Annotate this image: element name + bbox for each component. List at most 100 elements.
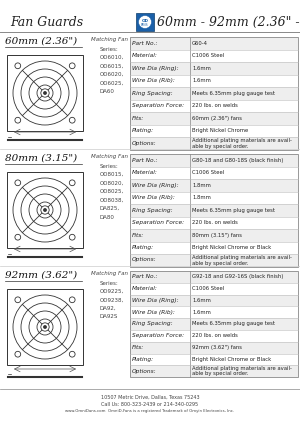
Circle shape — [15, 351, 21, 357]
Text: G92-18 and G92-16S (black finish): G92-18 and G92-16S (black finish) — [192, 274, 284, 279]
Bar — [130, 154, 298, 167]
Bar — [130, 87, 298, 99]
Text: Meets 6.35mm plug gauge test: Meets 6.35mm plug gauge test — [192, 321, 275, 326]
Text: DA80: DA80 — [100, 215, 115, 219]
Text: Separation Force:: Separation Force: — [132, 220, 184, 225]
Text: OD9238,: OD9238, — [100, 298, 124, 303]
Text: 220 lbs. on welds: 220 lbs. on welds — [192, 220, 238, 225]
Text: Series:: Series: — [100, 281, 119, 286]
Text: 1.6mm: 1.6mm — [192, 309, 211, 314]
Text: OD6020,: OD6020, — [100, 72, 124, 77]
Bar — [130, 366, 298, 377]
Text: Bright Nickel Chrome or Black: Bright Nickel Chrome or Black — [192, 245, 271, 250]
Text: 60mm - 92mm (2.36" - 3.62"): 60mm - 92mm (2.36" - 3.62") — [157, 15, 300, 28]
Text: Plating:: Plating: — [132, 245, 154, 250]
Text: OD: OD — [142, 19, 148, 23]
Text: Bright Nickel Chrome: Bright Nickel Chrome — [192, 128, 248, 133]
Text: FANS: FANS — [141, 23, 149, 27]
Text: Plating:: Plating: — [132, 357, 154, 362]
Circle shape — [69, 117, 75, 123]
Bar — [136, 13, 154, 31]
Text: Separation Force:: Separation Force: — [132, 103, 184, 108]
Text: Bright Nickel Chrome or Black: Bright Nickel Chrome or Black — [192, 357, 271, 362]
Text: 1.8mm: 1.8mm — [192, 195, 211, 200]
Text: G60-4: G60-4 — [192, 40, 208, 45]
Text: Part No.:: Part No.: — [132, 158, 158, 162]
Text: 10507 Metric Drive, Dallas, Texas 75243: 10507 Metric Drive, Dallas, Texas 75243 — [101, 394, 199, 400]
Text: www.OmniDans.com  OmniD-Fans is a registered Trademark of Omyin Electronics, Inc: www.OmniDans.com OmniD-Fans is a registe… — [65, 409, 235, 413]
Circle shape — [43, 91, 47, 95]
Bar — [130, 137, 298, 150]
Text: 60mm (2.36"): 60mm (2.36") — [5, 37, 77, 46]
Text: C1006 Steel: C1006 Steel — [192, 53, 224, 58]
Text: OD9225,: OD9225, — [100, 289, 124, 294]
Text: DA92,: DA92, — [100, 306, 117, 311]
Text: Matching Fan: Matching Fan — [91, 271, 128, 276]
Text: OD6010,: OD6010, — [100, 55, 124, 60]
Circle shape — [69, 351, 75, 357]
Text: Wire Dia (Rib):: Wire Dia (Rib): — [132, 78, 175, 83]
Circle shape — [15, 117, 21, 123]
Text: 1.8mm: 1.8mm — [192, 182, 211, 187]
Text: OD6025,: OD6025, — [100, 80, 124, 85]
Text: Plating:: Plating: — [132, 128, 154, 133]
Bar — [130, 37, 298, 49]
Bar — [7, 55, 83, 131]
Text: Fits:: Fits: — [132, 116, 144, 121]
Text: 92mm (3.62"): 92mm (3.62") — [5, 271, 77, 280]
Text: C1006 Steel: C1006 Steel — [192, 170, 224, 175]
Bar — [130, 271, 298, 283]
Text: Material:: Material: — [132, 53, 158, 58]
Text: Wire Dia (Ring):: Wire Dia (Ring): — [132, 298, 178, 303]
Text: G80-18 and G80-18S (black finish): G80-18 and G80-18S (black finish) — [192, 158, 284, 162]
Text: Wire Dia (Rib):: Wire Dia (Rib): — [132, 195, 175, 200]
Text: Additional plating materials are avail-: Additional plating materials are avail- — [192, 138, 292, 143]
Bar — [7, 172, 83, 248]
Text: Wire Dia (Ring):: Wire Dia (Ring): — [132, 65, 178, 71]
Bar — [130, 342, 298, 354]
Text: Fits:: Fits: — [132, 345, 144, 350]
Text: Separation Force:: Separation Force: — [132, 333, 184, 338]
Text: OD8015,: OD8015, — [100, 172, 124, 177]
Text: 1.6mm: 1.6mm — [192, 65, 211, 71]
Text: 220 lbs. on welds: 220 lbs. on welds — [192, 103, 238, 108]
Text: 80mm (3.15") fans: 80mm (3.15") fans — [192, 232, 242, 238]
Text: 220 lbs. on welds: 220 lbs. on welds — [192, 333, 238, 338]
Circle shape — [69, 234, 75, 240]
Text: 80mm (3.15"): 80mm (3.15") — [5, 154, 77, 163]
Text: DA92S: DA92S — [100, 314, 118, 320]
Text: Additional plating materials are avail-: Additional plating materials are avail- — [192, 366, 292, 371]
Text: DA825,: DA825, — [100, 206, 120, 211]
Text: Call Us: 800-323-2439 or 214-340-0295: Call Us: 800-323-2439 or 214-340-0295 — [101, 402, 199, 406]
Text: Part No.:: Part No.: — [132, 274, 158, 279]
Text: DA60: DA60 — [100, 89, 115, 94]
Text: Series:: Series: — [100, 47, 119, 52]
Text: 1.6mm: 1.6mm — [192, 298, 211, 303]
Circle shape — [41, 323, 49, 331]
Bar — [130, 254, 298, 266]
Circle shape — [43, 208, 47, 212]
Text: Material:: Material: — [132, 170, 158, 175]
Text: OD8038,: OD8038, — [100, 198, 124, 202]
Bar — [130, 62, 298, 74]
Text: Options:: Options: — [132, 368, 157, 374]
Text: Matching Fan: Matching Fan — [91, 154, 128, 159]
Text: 60mm (2.36") fans: 60mm (2.36") fans — [192, 116, 242, 121]
Text: Ring Spacing:: Ring Spacing: — [132, 91, 172, 96]
Bar — [7, 289, 83, 365]
Circle shape — [15, 297, 21, 303]
Circle shape — [43, 325, 47, 329]
Text: able by special order.: able by special order. — [192, 261, 248, 266]
Circle shape — [15, 63, 21, 69]
Bar — [130, 318, 298, 330]
Bar — [130, 112, 298, 125]
Text: OD6015,: OD6015, — [100, 63, 124, 68]
Bar — [130, 179, 298, 192]
Text: Meets 6.35mm plug gauge test: Meets 6.35mm plug gauge test — [192, 91, 275, 96]
Text: OD8025,: OD8025, — [100, 189, 124, 194]
Text: Fits:: Fits: — [132, 232, 144, 238]
Text: Wire Dia (Ring):: Wire Dia (Ring): — [132, 182, 178, 187]
Text: Series:: Series: — [100, 164, 119, 169]
Circle shape — [41, 89, 49, 97]
Circle shape — [139, 15, 152, 28]
